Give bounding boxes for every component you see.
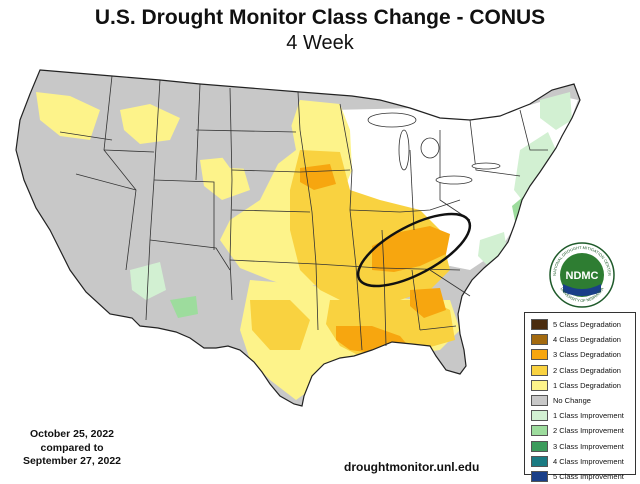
legend-label: 1 Class Improvement: [553, 411, 624, 421]
legend-swatch: [531, 440, 548, 452]
legend-item: 1 Class Improvement: [531, 408, 635, 423]
legend-label: 4 Class Degradation: [553, 335, 621, 345]
legend-label: No Change: [553, 396, 591, 406]
date-current: October 25, 2022: [29, 428, 115, 440]
ndmc-logo: NDMC NATIONAL DROUGHT MITIGATION CENTER …: [549, 242, 615, 308]
change-areas: [36, 92, 578, 400]
legend-swatch: [531, 455, 548, 467]
legend-swatch: [531, 334, 548, 346]
legend-label: 3 Class Improvement: [553, 441, 624, 451]
conus-map: [15, 69, 581, 407]
date-previous: September 27, 2022: [22, 455, 122, 467]
legend-swatch: [531, 470, 548, 482]
legend-label: 5 Class Degradation: [553, 320, 621, 330]
state-boundaries: [59, 75, 548, 351]
no-drought-wv-pa: [440, 170, 512, 236]
legend-label: 3 Class Degradation: [553, 350, 621, 360]
legend-swatch: [531, 410, 548, 422]
deg1-montana: [120, 104, 180, 144]
imp3-texas: [200, 356, 212, 370]
legend-swatch: [531, 349, 548, 361]
legend-label: 5 Class Improvement: [553, 471, 624, 481]
date-comparison: October 25, 2022 compared to September 2…: [12, 428, 132, 469]
legend-label: 1 Class Degradation: [553, 380, 621, 390]
legend-swatch: [531, 319, 548, 331]
highlight-ellipse: [356, 212, 472, 288]
imp1-new-england: [540, 92, 572, 130]
great-lakes: [367, 112, 501, 185]
legend-item: 4 Class Improvement: [531, 454, 635, 469]
legend-swatch: [531, 364, 548, 376]
deg2-texas: [250, 300, 310, 350]
ndmc-logo-text: NDMC: [566, 270, 599, 282]
legend: 5 Class Degradation 4 Class Degradation 3 …: [524, 312, 636, 482]
deg1-northwest: [36, 92, 100, 140]
legend-label: 4 Class Improvement: [553, 456, 624, 466]
legend-item: 2 Class Degradation: [531, 363, 635, 378]
legend-label: 2 Class Degradation: [553, 365, 621, 375]
legend-item: 5 Class Improvement: [531, 469, 635, 484]
legend-item: 3 Class Degradation: [531, 347, 635, 362]
source-url: droughtmonitor.unl.edu: [344, 460, 480, 474]
deg3-iowa: [300, 164, 336, 190]
legend-swatch: [531, 395, 548, 407]
legend-swatch: [531, 379, 548, 391]
page-subtitle: 4 Week: [286, 32, 354, 54]
legend-item: 5 Class Degradation: [531, 317, 635, 332]
legend-item: 1 Class Degradation: [531, 378, 635, 393]
imp2-new-mexico: [170, 296, 198, 318]
page-title: U.S. Drought Monitor Class Change - CONU…: [94, 6, 546, 29]
legend-swatch: [531, 425, 548, 437]
deg3-georgia: [410, 288, 446, 318]
legend-item: 2 Class Improvement: [531, 423, 635, 438]
legend-item: 3 Class Improvement: [531, 439, 635, 454]
imp1-northeast-strip: [514, 132, 556, 200]
legend-label: 2 Class Improvement: [553, 426, 624, 436]
legend-item: 4 Class Degradation: [531, 332, 635, 347]
compared-to-label: compared to: [40, 441, 104, 454]
deg3-kentucky-tennessee: [372, 226, 450, 272]
legend-item: No Change: [531, 393, 635, 408]
